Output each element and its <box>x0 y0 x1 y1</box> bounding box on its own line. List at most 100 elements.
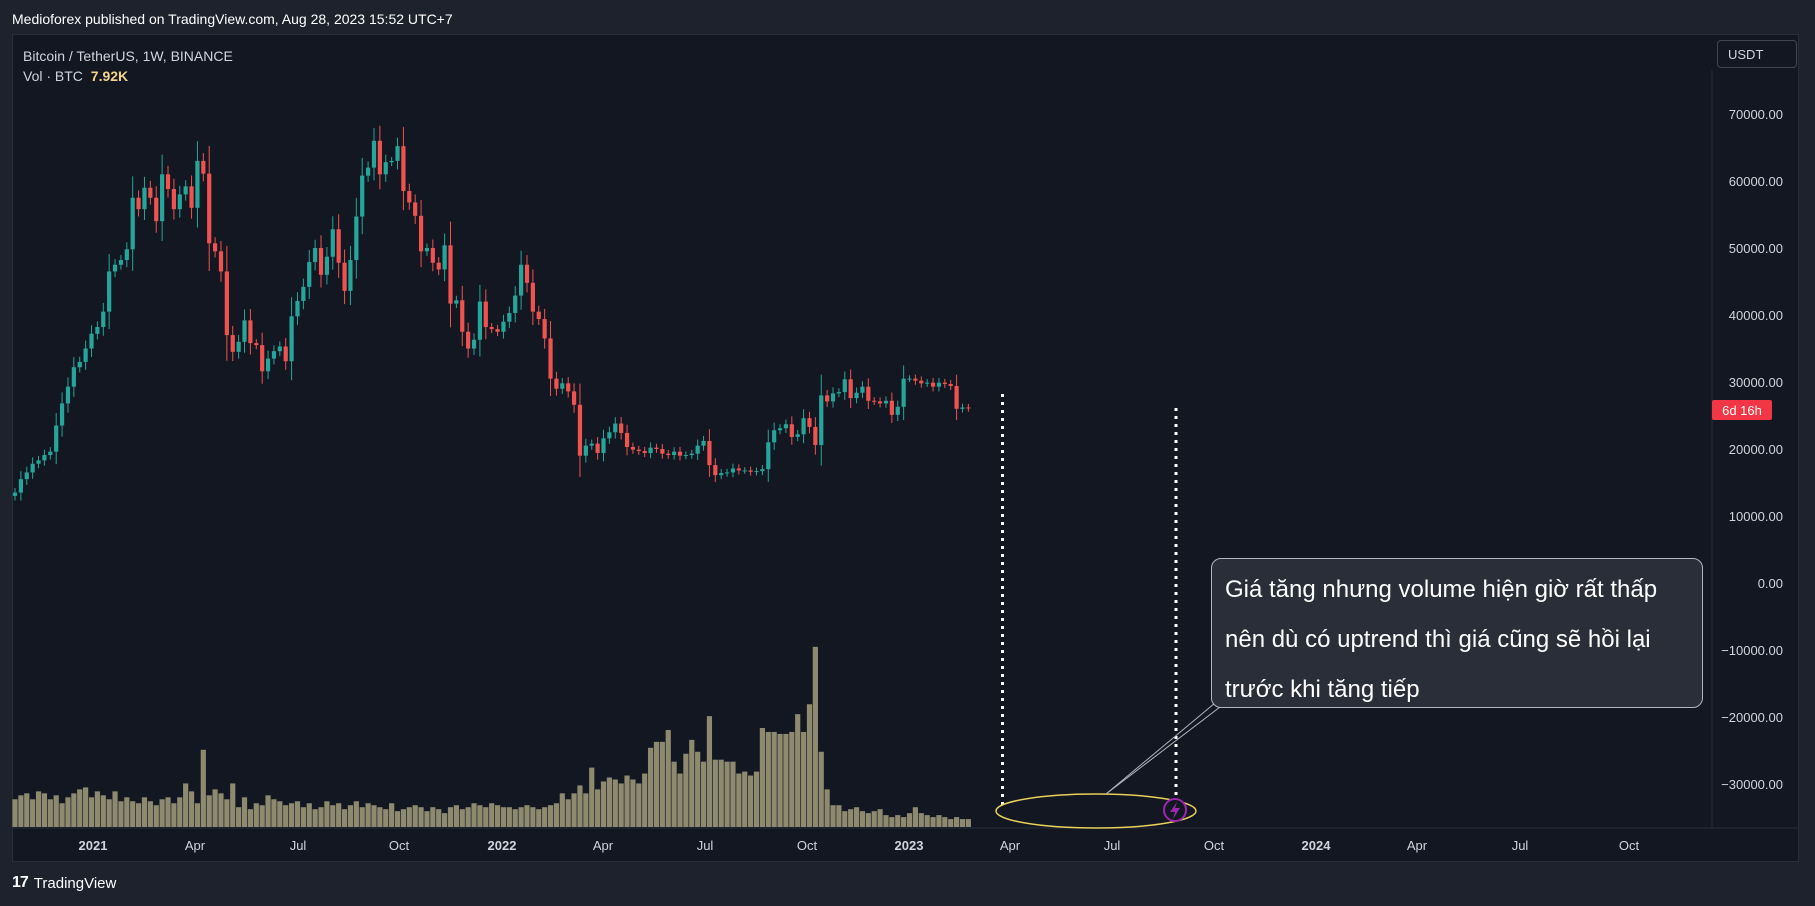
y-tick-label: −30000.00 <box>1721 777 1783 792</box>
volume-bar <box>447 807 454 827</box>
candle-body <box>772 430 777 443</box>
candle-body <box>754 471 759 473</box>
volume-bar <box>824 789 830 827</box>
candle-body <box>260 345 265 372</box>
candle-body <box>460 300 465 332</box>
candle-body <box>442 245 447 270</box>
candle-body <box>318 248 324 275</box>
volume-bar <box>183 783 189 827</box>
candle-body <box>42 455 47 461</box>
candle-body <box>313 248 318 263</box>
candle-body <box>377 140 382 175</box>
volume-bar <box>265 795 271 827</box>
y-tick-label: 30000.00 <box>1729 375 1783 390</box>
volume-bar <box>842 811 848 827</box>
volume-bar <box>88 797 95 827</box>
volume-highlight-ellipse <box>995 793 1197 829</box>
candle-body <box>636 449 641 452</box>
candle-body <box>424 248 430 252</box>
volume-bar <box>624 775 630 827</box>
candle-body <box>65 386 71 404</box>
candle-body <box>554 378 559 389</box>
candle-body <box>530 282 535 312</box>
callout-box[interactable]: Giá tăng nhưng volume hiện giờ rất thấp … <box>1211 558 1703 708</box>
candle-body <box>236 341 241 352</box>
volume-bar <box>706 716 713 827</box>
candle-body <box>430 248 435 263</box>
candle-body <box>283 346 288 362</box>
x-tick-label: Apr <box>1000 838 1021 853</box>
volume-bar <box>730 761 736 827</box>
volume-bar <box>59 803 65 827</box>
volume-bar <box>442 813 448 827</box>
candle-body <box>624 432 630 447</box>
candle-body <box>960 407 965 409</box>
candle-body <box>218 251 224 272</box>
volume-bar <box>341 809 348 827</box>
volume-bar <box>71 793 77 827</box>
tradingview-logo[interactable]: 17 TradingView <box>12 874 116 892</box>
candle-body <box>401 146 406 192</box>
volume-bar <box>436 809 442 827</box>
candle-body <box>542 319 547 339</box>
volume-bar <box>518 807 524 827</box>
candle-body <box>560 383 565 389</box>
candle-body <box>630 446 636 450</box>
callout-line-2: nên dù có uptrend thì giá cũng sẽ hồi lạ… <box>1225 626 1651 653</box>
symbol-label[interactable]: Bitcoin / TetherUS, 1W, BINANCE <box>23 48 233 64</box>
candle-body <box>648 447 653 454</box>
candle-body <box>601 438 606 454</box>
volume-bar <box>959 819 966 827</box>
time-axis[interactable]: 2021 Apr Jul Oct 2022 Apr Jul Oct 2023 Apr Jul Oct 2… <box>79 838 1640 853</box>
volume-bar <box>271 799 277 827</box>
candle-body <box>524 264 530 283</box>
callout-pointer-line-2 <box>1105 697 1222 795</box>
price-axis[interactable]: 70000.00 60000.00 50000.00 40000.00 30000.00… <box>1721 107 1783 792</box>
candle-body <box>366 167 371 176</box>
candle-body <box>913 378 918 381</box>
candle-body <box>471 339 477 349</box>
volume-bar <box>218 793 224 827</box>
volume-bar <box>159 799 165 827</box>
volume-bar <box>224 799 230 827</box>
candle-body <box>477 301 483 340</box>
currency-button[interactable]: USDT <box>1717 40 1797 68</box>
volume-bar <box>712 759 718 827</box>
x-tick-label: 2021 <box>79 838 108 853</box>
candle-body <box>672 451 677 456</box>
volume-bar <box>889 817 895 827</box>
volume-bar <box>942 817 948 827</box>
candle-body <box>907 378 912 380</box>
candle-body <box>877 401 883 404</box>
candle-body <box>83 348 88 362</box>
volume-histogram <box>12 646 971 827</box>
volume-bar <box>483 807 489 827</box>
candle-body <box>860 386 865 393</box>
chart-legend: Bitcoin / TetherUS, 1W, BINANCE Vol · BT… <box>23 46 233 86</box>
volume-bar <box>612 779 618 827</box>
x-tick-label: Jul <box>1104 838 1121 853</box>
volume-bar <box>141 797 148 827</box>
candle-body <box>583 445 588 456</box>
volume-bar <box>559 793 565 827</box>
volume-bar <box>130 801 136 827</box>
candle-body <box>436 262 441 270</box>
volume-bar <box>818 751 824 827</box>
candle-body <box>130 197 135 250</box>
candle-body <box>895 406 900 415</box>
volume-bar <box>789 731 795 827</box>
volume-bar <box>18 795 24 827</box>
x-tick-label: Jul <box>1512 838 1529 853</box>
candle-body <box>95 327 100 334</box>
volume-bar <box>677 773 683 827</box>
volume-bar <box>383 809 389 827</box>
candle-body <box>330 229 335 257</box>
candle-body <box>589 443 594 446</box>
candle-body <box>883 400 889 404</box>
volume-bar <box>359 807 365 827</box>
lightning-icon[interactable] <box>1163 798 1187 822</box>
candle-body <box>495 329 500 332</box>
volume-bar <box>106 799 112 827</box>
volume-bar <box>636 783 642 827</box>
